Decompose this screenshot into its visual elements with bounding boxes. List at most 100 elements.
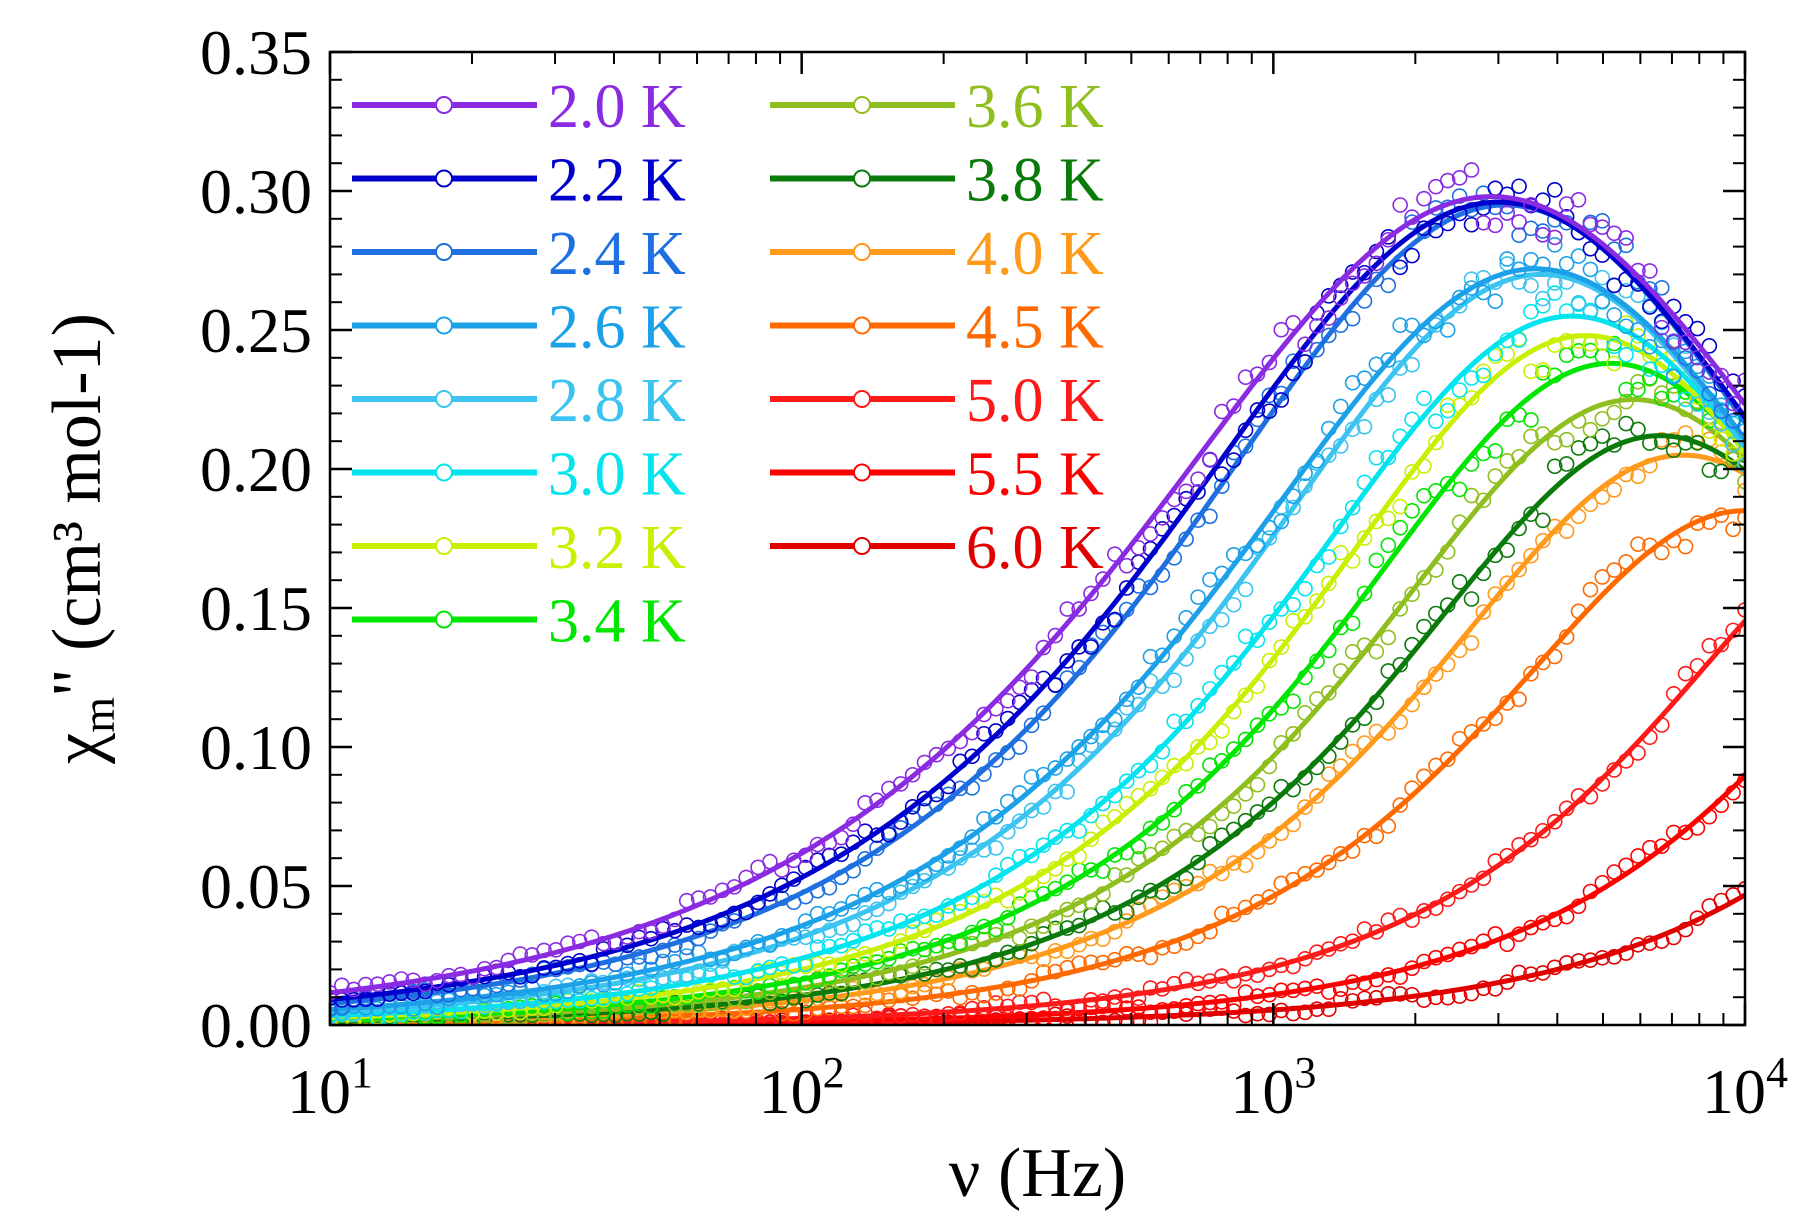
legend-marker <box>435 169 453 188</box>
data-point <box>1463 370 1480 386</box>
data-point <box>904 798 921 815</box>
data-point <box>1546 237 1563 253</box>
plot-frame <box>328 50 1747 1027</box>
data-point <box>1725 446 1741 462</box>
data-point <box>1321 685 1337 701</box>
legend-entry: 2.8 K <box>352 367 686 435</box>
legend-label: 2.6 K <box>548 294 686 362</box>
data-point <box>1428 989 1444 1006</box>
data-point <box>904 766 921 783</box>
data-point <box>1273 513 1290 530</box>
data-point <box>1142 882 1159 899</box>
data-point <box>1166 878 1183 895</box>
legend-label: 2.4 K <box>548 220 686 288</box>
legend-label: 3.6 K <box>966 73 1104 141</box>
data-point <box>1285 693 1301 710</box>
data-point <box>1451 481 1468 498</box>
data-point <box>1297 354 1313 370</box>
legend-entry: 3.4 K <box>352 588 686 656</box>
data-point <box>988 840 1004 856</box>
data-point <box>1392 197 1408 213</box>
data-point <box>1130 889 1147 906</box>
data-point <box>1332 290 1349 306</box>
data-point <box>1309 788 1325 804</box>
data-point <box>357 976 374 993</box>
data-point <box>1511 178 1527 195</box>
legend-entry: 3.6 K <box>770 73 1104 141</box>
data-point <box>1214 611 1230 628</box>
x-tick-label: 104 <box>1702 1048 1788 1127</box>
data-point <box>1321 310 1337 326</box>
data-point <box>1166 672 1183 689</box>
data-point <box>1368 513 1385 530</box>
data-point <box>1035 1010 1052 1025</box>
data-point <box>1095 571 1111 587</box>
data-point <box>1535 532 1551 549</box>
data-point <box>1701 364 1718 380</box>
data-point <box>1380 231 1397 248</box>
data-point <box>1178 713 1194 730</box>
data-point <box>1023 669 1040 685</box>
y-tick-label: 0.15 <box>200 573 312 644</box>
data-point <box>1011 813 1028 830</box>
data-point <box>1701 385 1718 402</box>
y-tick-label: 0.35 <box>200 17 312 88</box>
legend-entry: 4.5 K <box>770 294 1104 362</box>
data-point <box>1083 585 1099 602</box>
data-point <box>1142 980 1159 996</box>
legend-label: 4.5 K <box>966 294 1104 362</box>
data-point <box>1047 677 1064 693</box>
data-point <box>1404 356 1420 373</box>
legend-label: 3.4 K <box>548 588 686 656</box>
data-point <box>1487 468 1504 484</box>
data-point <box>1118 867 1135 883</box>
data-point <box>999 692 1016 709</box>
data-point <box>1225 973 1242 989</box>
data-point <box>1737 457 1745 473</box>
legend-label: 2.8 K <box>548 367 686 435</box>
data-point <box>1392 498 1408 515</box>
data-point <box>1689 320 1706 337</box>
data-point <box>1059 601 1076 617</box>
data-point <box>1535 362 1551 378</box>
data-point <box>1332 845 1349 862</box>
data-point <box>1035 639 1052 656</box>
data-point <box>1083 831 1099 848</box>
data-point <box>1523 547 1539 564</box>
data-point <box>1023 994 1040 1011</box>
data-point <box>1416 569 1432 586</box>
data-point <box>1737 419 1745 435</box>
data-point <box>1677 538 1694 555</box>
data-point <box>1606 762 1622 778</box>
data-point <box>1011 679 1028 696</box>
data-point <box>1713 403 1730 420</box>
data-point <box>1309 862 1325 878</box>
data-point <box>1737 482 1745 499</box>
data-point <box>1546 229 1563 246</box>
data-point <box>1249 402 1266 418</box>
data-point <box>1463 216 1480 233</box>
data-point <box>1142 526 1159 542</box>
data-point <box>1594 428 1611 444</box>
data-point <box>1344 643 1361 660</box>
data-point <box>1677 350 1694 366</box>
data-point <box>1392 360 1408 376</box>
data-point <box>1535 223 1551 239</box>
data-point <box>1392 797 1408 813</box>
data-point <box>1332 398 1349 415</box>
data-point <box>1665 333 1682 349</box>
data-point <box>1463 591 1480 607</box>
legend-label: 4.0 K <box>966 220 1104 288</box>
data-point <box>1594 219 1611 235</box>
data-point <box>1154 510 1171 526</box>
data-point <box>1523 428 1539 445</box>
data-point <box>1118 691 1135 708</box>
x-axis-label: ν (Hz) <box>949 1135 1126 1212</box>
data-point <box>1356 418 1373 435</box>
data-point <box>1487 217 1504 234</box>
data-point <box>1035 705 1052 721</box>
data-point <box>1166 1001 1183 1017</box>
data-point <box>1618 318 1634 335</box>
data-point <box>1380 537 1397 554</box>
